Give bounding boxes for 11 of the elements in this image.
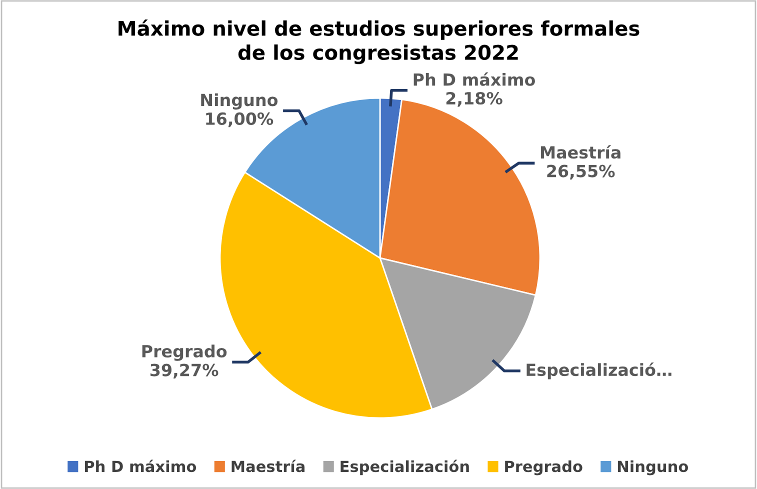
data-label: Ninguno 16,00% (201, 93, 278, 128)
data-label: Ph D máximo 2,18% (414, 72, 535, 107)
legend-label: Ph D máximo (84, 460, 196, 472)
legend-label: Ninguno (618, 460, 688, 476)
legend-label: Maestría (232, 460, 304, 472)
chart-title: Máximo nivel de estudios superiores formales de los congresistas 2022 (118, 20, 640, 64)
data-label: Maestría 26,55% (541, 145, 620, 180)
legend-label: Especialización (340, 460, 469, 476)
data-label: Pregrado 39,27% (142, 344, 227, 378)
data-label: Especializació… (526, 362, 672, 380)
legend-label: Pregrado (505, 460, 582, 476)
